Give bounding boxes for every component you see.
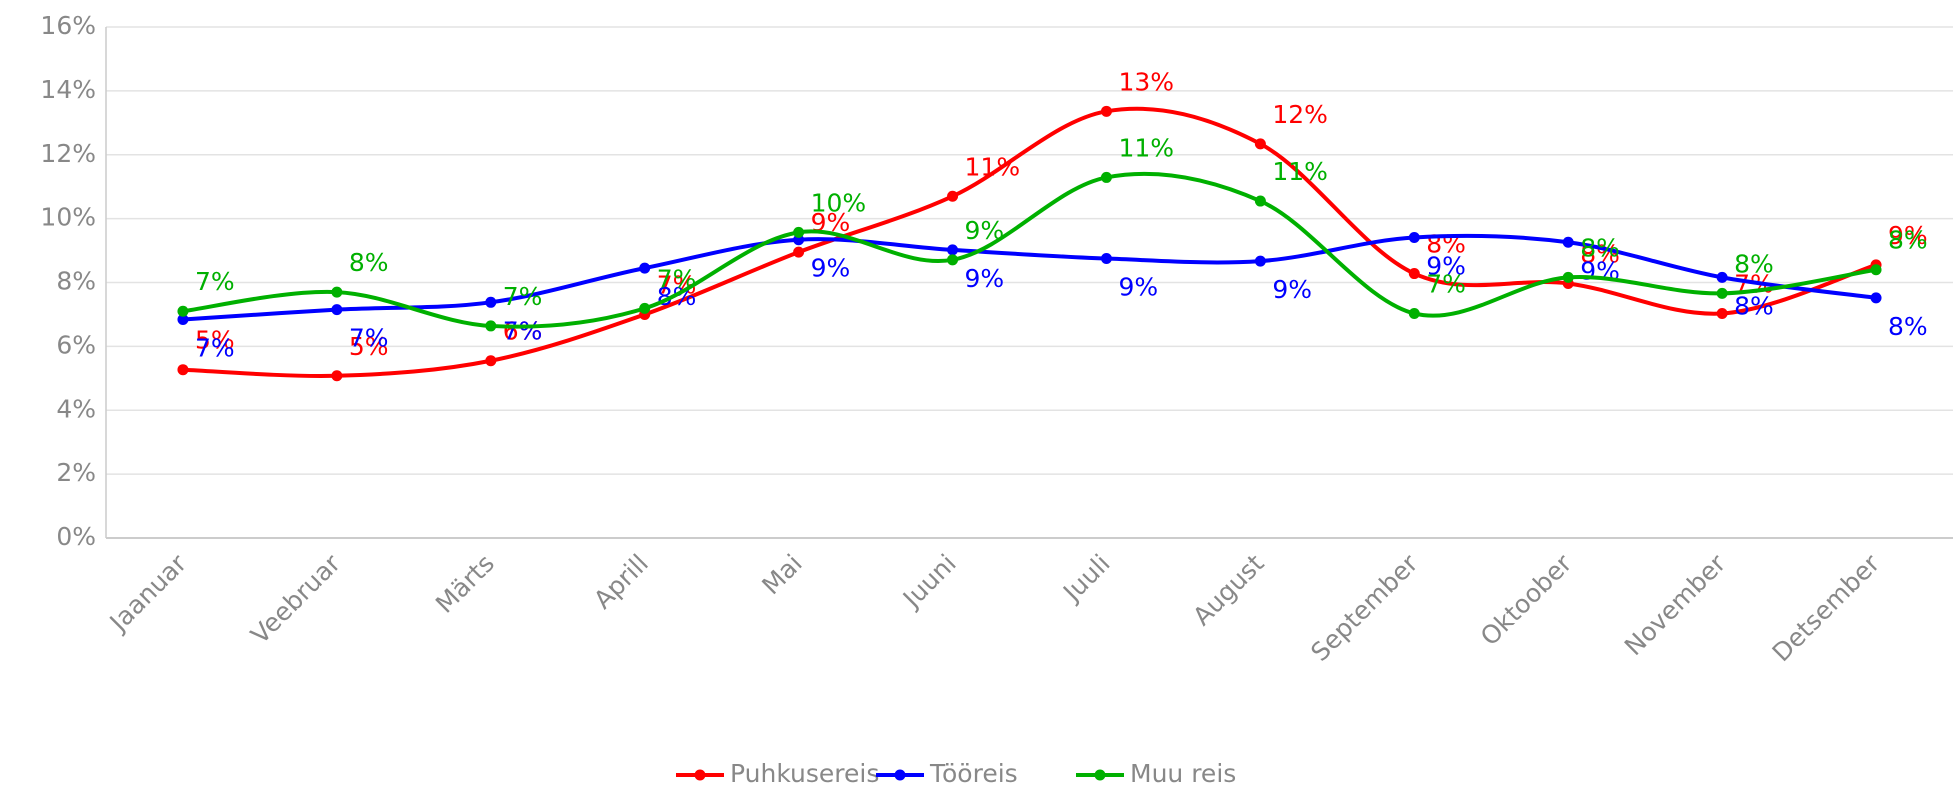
data-label: 9%: [1272, 275, 1312, 304]
data-label: 6%: [503, 317, 543, 346]
x-tick-label: November: [1619, 548, 1732, 661]
data-point: [1254, 195, 1266, 207]
legend-label: Puhkusereis: [730, 759, 879, 788]
data-point: [1408, 307, 1420, 319]
data-point: [331, 286, 343, 298]
data-label: 13%: [1118, 67, 1174, 96]
data-label: 9%: [811, 254, 851, 283]
data-label: 10%: [811, 188, 867, 217]
data-point: [1254, 255, 1266, 267]
x-tick-label: Märts: [430, 549, 500, 619]
data-point: [639, 262, 651, 274]
x-tick-label: Oktoober: [1475, 548, 1578, 651]
data-point: [1408, 231, 1420, 243]
data-point: [485, 296, 497, 308]
data-point: [1870, 292, 1882, 304]
x-tick-label: Veebruar: [245, 548, 346, 649]
data-label: 12%: [1272, 100, 1328, 129]
legend-marker: [1094, 769, 1106, 781]
data-label: 11%: [965, 152, 1021, 181]
y-tick-label: 8%: [56, 267, 96, 296]
data-label: 9%: [1118, 273, 1158, 302]
data-label: 8%: [1734, 291, 1774, 320]
data-label: 9%: [1888, 221, 1928, 250]
data-label: 9%: [965, 216, 1005, 245]
data-label: 9%: [1426, 251, 1466, 280]
data-point: [177, 364, 189, 376]
data-point: [177, 314, 189, 326]
data-point: [1254, 138, 1266, 150]
data-label: 7%: [195, 267, 235, 296]
y-tick-label: 16%: [40, 11, 96, 40]
data-label: 7%: [195, 334, 235, 363]
data-label: 8%: [1888, 226, 1928, 255]
y-tick-label: 14%: [40, 75, 96, 104]
y-tick-label: 4%: [56, 394, 96, 423]
data-point: [1408, 268, 1420, 280]
x-tick-label: August: [1187, 549, 1270, 632]
series-line: [182, 233, 1877, 322]
x-tick-label: Aprill: [588, 549, 654, 615]
data-point: [793, 246, 805, 258]
x-tick-label: Detsember: [1767, 548, 1886, 667]
data-point: [1562, 236, 1574, 248]
legend-label: Tööreis: [929, 759, 1018, 788]
data-point: [177, 305, 189, 317]
data-label: 7%: [503, 316, 543, 345]
data-point: [639, 302, 651, 314]
data-point: [1870, 264, 1882, 276]
legend-marker: [694, 769, 706, 781]
series-line: [182, 106, 1877, 378]
data-label: 7%: [1426, 269, 1466, 298]
data-label: 5%: [195, 326, 235, 355]
data-point: [331, 370, 343, 382]
data-point: [947, 190, 959, 202]
data-point: [1100, 171, 1112, 183]
data-point: [793, 226, 805, 238]
data-point: [947, 254, 959, 266]
legend-marker: [894, 769, 906, 781]
data-point: [1716, 287, 1728, 299]
data-point: [947, 244, 959, 256]
x-tick-label: September: [1305, 548, 1424, 667]
x-tick-label: Juuli: [1056, 549, 1115, 608]
data-label: 9%: [965, 264, 1005, 293]
data-label: 8%: [349, 248, 389, 277]
data-label: 7%: [657, 264, 697, 293]
legend-label: Muu reis: [1130, 759, 1236, 788]
series-line: [182, 171, 1877, 329]
data-point: [1716, 271, 1728, 283]
data-point: [331, 304, 343, 316]
data-point: [485, 355, 497, 367]
data-label: 8%: [1734, 249, 1774, 278]
x-tick-label: Juuni: [896, 549, 962, 615]
y-tick-label: 10%: [40, 203, 96, 232]
data-label: 5%: [349, 332, 389, 361]
data-point: [1562, 271, 1574, 283]
data-label: 11%: [1272, 157, 1328, 186]
data-point: [485, 320, 497, 332]
data-label: 7%: [503, 282, 543, 311]
x-tick-label: Jaanuar: [103, 548, 193, 638]
y-tick-label: 12%: [40, 139, 96, 168]
data-point: [1100, 105, 1112, 117]
x-tick-label: Mai: [756, 549, 808, 601]
y-tick-label: 6%: [56, 330, 96, 359]
data-point: [1716, 307, 1728, 319]
data-label: 8%: [1580, 233, 1620, 262]
data-label: 7%: [349, 324, 389, 353]
data-label: 8%: [1888, 312, 1928, 341]
data-label: 11%: [1118, 133, 1174, 162]
y-tick-label: 2%: [56, 458, 96, 487]
y-tick-label: 0%: [56, 522, 96, 551]
data-point: [1100, 253, 1112, 265]
